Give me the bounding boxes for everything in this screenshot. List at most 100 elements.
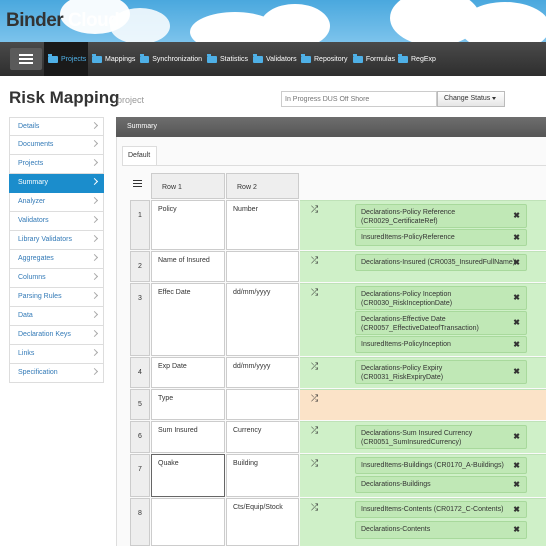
page-subtitle: project <box>117 95 145 105</box>
folder-icon <box>353 53 363 63</box>
chevron-right-icon <box>90 329 99 338</box>
shuffle-icon[interactable]: ⤮ <box>311 255 319 265</box>
sidebar-item-analyzer[interactable]: Analyzer <box>9 193 104 212</box>
close-icon[interactable]: ✖ <box>513 318 520 327</box>
table-cell[interactable]: dd/mm/yyyy <box>226 283 299 356</box>
chevron-right-icon <box>90 272 99 281</box>
close-icon[interactable]: ✖ <box>513 211 520 220</box>
table-cell[interactable]: Sum Insured <box>151 421 225 453</box>
table-cell[interactable]: Name of Insured <box>151 251 225 282</box>
mapping-chip[interactable]: Declarations-Contents ✖ <box>355 521 527 539</box>
shuffle-icon[interactable]: ⤮ <box>311 287 319 297</box>
shuffle-icon[interactable]: ⤮ <box>311 502 319 512</box>
close-icon[interactable]: ✖ <box>513 293 520 302</box>
sidebar-item-declaration-keys[interactable]: Declaration Keys <box>9 326 104 345</box>
column-header-row1[interactable]: Row 1 <box>151 173 225 199</box>
chevron-right-icon <box>90 215 99 224</box>
table-cell[interactable]: Cts/Equip/Stock <box>226 498 299 546</box>
change-status-button[interactable]: Change Status <box>437 91 505 107</box>
mapping-chip[interactable]: Declarations-Effective Date (CR0057_Effe… <box>355 311 527 335</box>
shuffle-icon[interactable]: ⤮ <box>311 361 319 371</box>
column-header-row2[interactable]: Row 2 <box>226 173 299 199</box>
mapping-chip[interactable]: InsuredItems-PolicyInception ✖ <box>355 336 527 353</box>
close-icon[interactable]: ✖ <box>513 479 520 489</box>
close-icon[interactable]: ✖ <box>513 232 520 242</box>
shuffle-icon[interactable]: ⤮ <box>311 425 319 435</box>
mapping-chip[interactable]: Declarations-Policy Inception (CR0030_Ri… <box>355 286 527 310</box>
row-number: 6 <box>130 421 150 453</box>
close-icon[interactable]: ✖ <box>513 504 520 514</box>
sidebar-item-parsing-rules[interactable]: Parsing Rules <box>9 288 104 307</box>
table-cell[interactable] <box>226 251 299 282</box>
sidebar-item-library-validators[interactable]: Library Validators <box>9 231 104 250</box>
mapping-chip[interactable]: InsuredItems-PolicyReference ✖ <box>355 229 527 246</box>
mapping-chip[interactable]: Declarations-Policy Expiry (CR0031_RiskE… <box>355 360 527 384</box>
status-input[interactable] <box>281 91 437 107</box>
table-cell[interactable]: Currency <box>226 421 299 453</box>
nav-item-regexp[interactable]: RegExp <box>394 42 438 76</box>
nav-item-repository[interactable]: Repository <box>297 42 349 76</box>
mapping-chip[interactable]: Declarations-Buildings ✖ <box>355 476 527 493</box>
top-navbar: Projects Mappings Synchronization Statis… <box>0 42 546 76</box>
logo[interactable]: Binder Cloud <box>6 10 120 31</box>
table-cell[interactable]: Quake <box>151 454 225 497</box>
table-cell[interactable]: Exp Date <box>151 357 225 388</box>
nav-item-statistics[interactable]: Statistics <box>203 42 248 76</box>
row-number: 8 <box>130 498 150 546</box>
table-cell[interactable]: Number <box>226 200 299 250</box>
sidebar-item-data[interactable]: Data <box>9 307 104 326</box>
chevron-right-icon <box>90 121 99 130</box>
sidebar-item-aggregates[interactable]: Aggregates <box>9 250 104 269</box>
chevron-right-icon <box>90 291 99 300</box>
close-icon[interactable]: ✖ <box>513 339 520 349</box>
nav-item-synchronization[interactable]: Synchronization <box>136 42 202 76</box>
mapping-zone <box>300 389 546 420</box>
mapping-chip[interactable]: Declarations-Policy Reference (CR0029_Ce… <box>355 204 527 228</box>
table-cell[interactable] <box>151 498 225 546</box>
list-icon[interactable] <box>133 180 142 187</box>
mapping-chip[interactable]: InsuredItems-Buildings (CR0170_A-Buildin… <box>355 457 527 474</box>
sidebar: Details Documents Projects Summary Analy… <box>9 117 104 383</box>
table-cell[interactable] <box>226 389 299 420</box>
tab-default[interactable]: Default <box>122 146 157 165</box>
mapping-chip[interactable]: Declarations-Insured (CR0035_InsuredFull… <box>355 254 527 271</box>
table-cell[interactable]: Effec Date <box>151 283 225 356</box>
sidebar-item-links[interactable]: Links <box>9 345 104 364</box>
close-icon[interactable]: ✖ <box>513 367 520 376</box>
folder-icon <box>398 53 408 63</box>
chevron-right-icon <box>90 234 99 243</box>
nav-item-validators[interactable]: Validators <box>249 42 297 76</box>
cloud-decoration <box>460 2 546 42</box>
close-icon[interactable]: ✖ <box>513 432 520 441</box>
chevron-right-icon <box>90 196 99 205</box>
sidebar-item-columns[interactable]: Columns <box>9 269 104 288</box>
mapping-chip[interactable]: InsuredItems-Contents (CR0172_C-Contents… <box>355 501 527 518</box>
sidebar-item-projects[interactable]: Projects <box>9 155 104 174</box>
mapping-chip[interactable]: Declarations-Sum Insured Currency (CR005… <box>355 425 527 449</box>
nav-item-mappings[interactable]: Mappings <box>88 42 137 76</box>
shuffle-icon[interactable]: ⤮ <box>311 458 319 468</box>
sidebar-item-specification[interactable]: Specification <box>9 364 104 383</box>
sidebar-item-documents[interactable]: Documents <box>9 136 104 155</box>
folder-icon <box>207 53 217 63</box>
hamburger-icon[interactable] <box>10 48 42 70</box>
close-icon[interactable]: ✖ <box>513 460 520 470</box>
shuffle-icon[interactable]: ⤮ <box>311 393 319 403</box>
cloud-decoration <box>260 4 330 42</box>
table-cell[interactable]: Policy <box>151 200 225 250</box>
nav-item-projects[interactable]: Projects <box>44 42 88 76</box>
row-number: 7 <box>130 454 150 497</box>
shuffle-icon[interactable]: ⤮ <box>311 204 319 214</box>
chevron-right-icon <box>90 158 99 167</box>
sidebar-item-details[interactable]: Details <box>9 117 104 136</box>
close-icon[interactable]: ✖ <box>513 525 520 534</box>
row-number: 2 <box>130 251 150 282</box>
sidebar-item-summary[interactable]: Summary <box>9 174 104 193</box>
table-cell[interactable]: Building <box>226 454 299 497</box>
panel-header: Summary <box>116 117 546 137</box>
table-cell[interactable]: dd/mm/yyyy <box>226 357 299 388</box>
sidebar-item-validators[interactable]: Validators <box>9 212 104 231</box>
nav-item-formulas[interactable]: Formulas <box>349 42 395 76</box>
close-icon[interactable]: ✖ <box>513 257 520 267</box>
table-cell[interactable]: Type <box>151 389 225 420</box>
